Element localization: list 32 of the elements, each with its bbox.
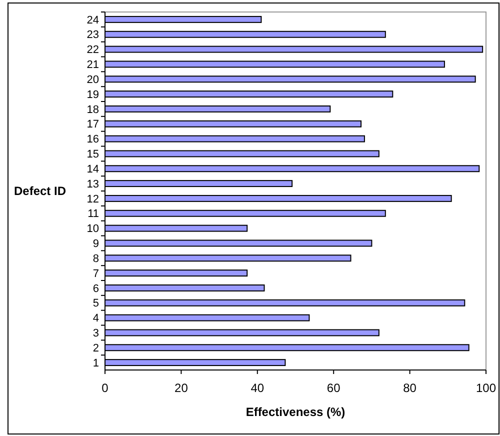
x-tick-label: 20 <box>174 381 188 395</box>
x-tick-label: 40 <box>250 381 264 395</box>
y-tick-label: 16 <box>86 134 99 146</box>
y-axis-title: Defect ID <box>14 184 66 198</box>
y-tick-label: 8 <box>92 252 99 265</box>
y-tick-label: 22 <box>86 44 99 56</box>
y-tick-label: 19 <box>86 88 99 101</box>
y-tick-label: 4 <box>92 312 99 325</box>
y-tick-label: 18 <box>86 104 99 116</box>
y-tick-label: 24 <box>86 14 99 26</box>
y-tick-label: 11 <box>88 208 99 220</box>
x-tick-label: 0 <box>102 381 109 395</box>
x-tick-label: 100 <box>476 381 496 395</box>
y-tick-label: 21 <box>86 59 99 72</box>
y-tick-label: 9 <box>92 238 99 250</box>
x-tick-label: 60 <box>326 381 341 395</box>
y-tick-label: 15 <box>86 148 99 161</box>
y-tick-label: 1 <box>92 357 99 370</box>
y-tick-label: 12 <box>86 193 99 206</box>
y-tick-label: 17 <box>86 118 99 131</box>
y-tick-label: 7 <box>92 268 99 280</box>
y-tick-label: 20 <box>86 74 99 86</box>
y-tick-label: 13 <box>86 178 99 190</box>
x-axis-title: Effectiveness (%) <box>246 405 346 419</box>
y-tick-label: 2 <box>92 342 99 354</box>
y-tick-label: 5 <box>92 298 99 310</box>
y-tick-label: 3 <box>92 328 99 340</box>
y-tick-label: 10 <box>86 223 99 236</box>
y-tick-label: 23 <box>86 29 99 42</box>
y-tick-label: 14 <box>86 163 99 176</box>
y-tick-label: 6 <box>92 282 99 295</box>
x-tick-label: 80 <box>403 381 417 395</box>
